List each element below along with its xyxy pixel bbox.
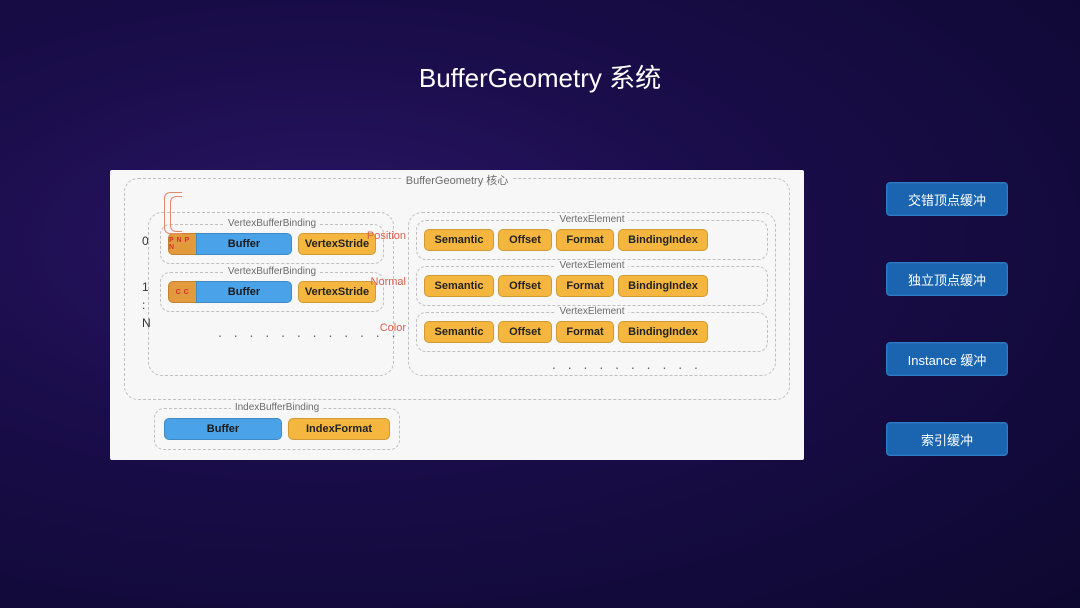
page-title: BufferGeometry 系统 (0, 0, 1080, 95)
ve3-offset: Offset (498, 321, 552, 343)
nav-interleaved-button[interactable]: 交错顶点缓冲 (886, 182, 1008, 216)
ibb-label: IndexBufferBinding (231, 402, 323, 413)
ve3-format: Format (556, 321, 614, 343)
core-label: BufferGeometry 核心 (402, 172, 513, 188)
nav-independent-button[interactable]: 独立顶点缓冲 (886, 262, 1008, 296)
ibb-format: IndexFormat (288, 418, 390, 440)
ve2-offset: Offset (498, 275, 552, 297)
index-n: N (142, 316, 151, 330)
vbb-ellipsis: . . . . . . . . . . . . (218, 324, 399, 340)
ve2-binding: BindingIndex (618, 275, 708, 297)
vbb1-prefix: P N P N (168, 233, 196, 255)
vbb-label-1: VertexBufferBinding (224, 218, 320, 229)
ve3-semantic: Semantic (424, 321, 494, 343)
diagram-panel: BufferGeometry 核心 0 1 : N VertexBufferBi… (110, 170, 804, 460)
vbb2-prefix: C C (168, 281, 196, 303)
ve3-binding: BindingIndex (618, 321, 708, 343)
index-colon: : (142, 298, 145, 312)
element-label-3: VertexElement (555, 306, 628, 317)
nav-index-button[interactable]: 索引缓冲 (886, 422, 1008, 456)
side-nav: 交错顶点缓冲 独立顶点缓冲 Instance 缓冲 索引缓冲 (886, 182, 1008, 456)
ve1-binding: BindingIndex (618, 229, 708, 251)
vbb2-buffer: Buffer (196, 281, 292, 303)
ibb-buffer: Buffer (164, 418, 282, 440)
ve1-semantic: Semantic (424, 229, 494, 251)
vbb-label-2: VertexBufferBinding (224, 266, 320, 277)
element-label-1: VertexElement (555, 214, 628, 225)
ve1-offset: Offset (498, 229, 552, 251)
ve1-format: Format (556, 229, 614, 251)
vbb1-stride: VertexStride (298, 233, 376, 255)
vbb2-stride: VertexStride (298, 281, 376, 303)
index-1: 1 (142, 280, 149, 294)
connector-normal: Normal (371, 276, 406, 288)
connector-position: Position (367, 230, 406, 242)
vbb1-buffer: Buffer (196, 233, 292, 255)
ve2-format: Format (556, 275, 614, 297)
ve2-semantic: Semantic (424, 275, 494, 297)
wire-2 (164, 192, 182, 234)
element-label-2: VertexElement (555, 260, 628, 271)
connector-color: Color (380, 322, 406, 334)
nav-instance-button[interactable]: Instance 缓冲 (886, 342, 1008, 376)
index-0: 0 (142, 234, 149, 248)
element-ellipsis: . . . . . . . . . . (552, 356, 702, 372)
